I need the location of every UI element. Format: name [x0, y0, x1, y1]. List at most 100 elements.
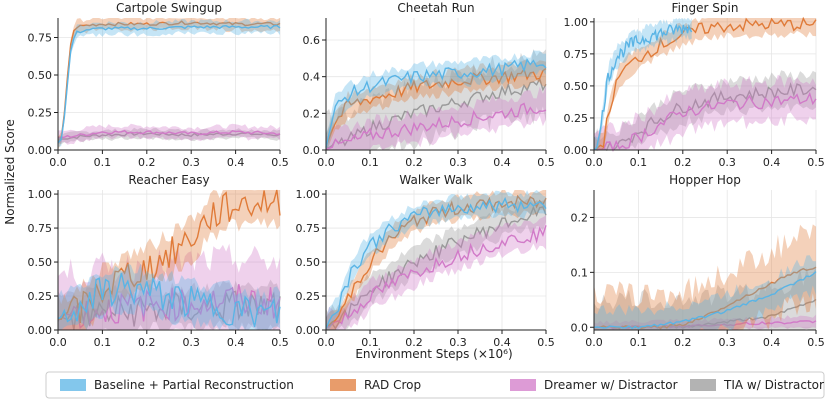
- line-dreamer-w-distractor: [593, 91, 817, 152]
- band-dreamer-w-distractor: [326, 86, 546, 150]
- line-dreamer-w-distractor: [57, 129, 281, 139]
- x-tick-label: 0.4: [763, 156, 781, 169]
- y-tick-label: 0.25: [564, 112, 589, 125]
- x-tick-label: 0.3: [718, 156, 736, 169]
- line-baseline-partial-reconstruction: [325, 196, 547, 329]
- legend-frame: [45, 371, 825, 399]
- y-tick-label: 0.00: [296, 324, 321, 337]
- band-tia-w-distractor: [594, 265, 816, 330]
- chart-cheetah-run: 0.0 0.2 0.4 0.6 0.0 0.1 0.2 0.3 0.4 0.5 Cheetah Ru…: [303, 1, 555, 169]
- legend-label: RAD Crop: [364, 378, 421, 392]
- line-baseline-partial-reconstruction: [593, 23, 693, 151]
- x-tick-label: 0.2: [405, 156, 423, 169]
- legend-swatch: [60, 379, 86, 391]
- band-rad-crop: [326, 190, 546, 330]
- y-tick-label: 0.0: [303, 144, 321, 157]
- x-tick-label: 0.5: [271, 336, 289, 349]
- y-tick-label: 0.75: [28, 222, 53, 235]
- x-tick-label: 0.5: [537, 336, 555, 349]
- line-dreamer-w-distractor: [325, 102, 547, 150]
- y-tick-label: 0.2: [571, 211, 589, 224]
- line-baseline-partial-reconstruction: [593, 271, 817, 330]
- y-tick-label: 0.25: [28, 290, 53, 303]
- x-tick-label: 0.0: [585, 156, 603, 169]
- y-tick-label: 0.50: [564, 80, 589, 93]
- x-tick-label: 0.3: [449, 336, 467, 349]
- legend-label: Dreamer w/ Distractor: [544, 378, 678, 392]
- band-tia-w-distractor: [326, 198, 546, 330]
- y-tick-label: 0.50: [28, 69, 53, 82]
- legend-label: Baseline + Partial Reconstruction: [94, 378, 294, 392]
- x-tick-label: 0.0: [585, 336, 603, 349]
- chart-cartpole-swingup: 0.00 0.25 0.50 0.75 0.0 0.1 0.2 0.3 0.4 0.5 Cartpo…: [28, 1, 289, 169]
- x-tick-label: 0.4: [763, 336, 781, 349]
- band-rad-crop: [594, 18, 816, 150]
- x-tick-label: 0.3: [182, 336, 200, 349]
- x-tick-label: 0.4: [493, 156, 511, 169]
- legend-item-rad-crop: RAD Crop: [330, 378, 421, 392]
- line-rad-crop: [57, 20, 281, 143]
- x-tick-label: 0.0: [49, 336, 67, 349]
- band-baseline-partial-reconstruction: [326, 50, 546, 150]
- x-tick-label: 0.3: [718, 336, 736, 349]
- y-tick-label: 0.00: [28, 324, 53, 337]
- line-rad-crop: [325, 67, 547, 147]
- chart-reacher-easy: 0.00 0.25 0.50 0.75 1.00 0.0 0.1 0.2 0.3 0.4 0.5 Re…: [28, 173, 289, 349]
- chart-title: Walker Walk: [399, 173, 472, 187]
- x-tick-label: 0.5: [807, 156, 825, 169]
- x-tick-label: 0.4: [227, 156, 245, 169]
- line-baseline-partial-reconstruction: [57, 272, 281, 328]
- legend-swatch: [510, 379, 536, 391]
- chart-title: Hopper Hop: [669, 173, 741, 187]
- y-tick-label: 0.75: [28, 32, 53, 45]
- line-tia-w-distractor: [325, 205, 547, 330]
- legend-item-tia-w-distractor: TIA w/ Distractor: [690, 378, 824, 392]
- line-dreamer-w-distractor: [593, 320, 817, 330]
- band-rad-crop: [58, 190, 280, 330]
- x-tick-label: 0.1: [361, 156, 379, 169]
- line-baseline-partial-reconstruction: [57, 24, 281, 144]
- chart-title: Finger Spin: [672, 1, 739, 15]
- band-baseline-partial-reconstruction: [594, 255, 816, 330]
- legend-swatch: [330, 379, 356, 391]
- line-dreamer-w-distractor: [325, 225, 547, 329]
- band-baseline-partial-reconstruction: [58, 18, 280, 148]
- band-dreamer-w-distractor: [58, 243, 280, 330]
- band-dreamer-w-distractor: [58, 123, 280, 145]
- line-baseline-partial-reconstruction: [325, 58, 547, 148]
- y-tick-label: 0.1: [571, 266, 589, 279]
- y-tick-label: 0.25: [28, 107, 53, 120]
- y-tick-label: 0.6: [303, 34, 321, 47]
- legend: Baseline + Partial Reconstruction RAD Cro…: [45, 371, 825, 399]
- x-tick-label: 0.5: [537, 156, 555, 169]
- line-tia-w-distractor: [57, 131, 281, 141]
- y-tick-label: 0.00: [564, 144, 589, 157]
- band-rad-crop: [58, 18, 280, 150]
- x-tick-label: 0.2: [674, 336, 692, 349]
- x-tick-label: 0.0: [317, 336, 335, 349]
- band-rad-crop: [326, 60, 546, 151]
- y-tick-label: 0.50: [28, 256, 53, 269]
- chart-hopper-hop: 0.0 0.1 0.2 0.0 0.1 0.2 0.3 0.4 0.5 Hopper Hop: [571, 173, 825, 349]
- x-tick-label: 0.2: [138, 156, 156, 169]
- x-tick-label: 0.0: [317, 156, 335, 169]
- x-tick-label: 0.2: [138, 336, 156, 349]
- band-tia-w-distractor: [594, 70, 816, 150]
- x-tick-label: 0.1: [630, 156, 648, 169]
- y-tick-label: 1.00: [28, 188, 53, 201]
- line-rad-crop: [593, 16, 817, 150]
- band-rad-crop: [594, 224, 816, 330]
- chart-title: Reacher Easy: [128, 173, 209, 187]
- line-tia-w-distractor: [325, 77, 547, 149]
- band-dreamer-w-distractor: [594, 74, 816, 150]
- y-axis-label: Normalized Score: [3, 119, 17, 224]
- legend-item-dreamer-w-distractor: Dreamer w/ Distractor: [510, 378, 678, 392]
- y-tick-label: 0.75: [296, 222, 321, 235]
- y-tick-label: 0.00: [28, 144, 53, 157]
- line-rad-crop: [325, 194, 547, 327]
- legend-item-baseline-partial-reconstruction: Baseline + Partial Reconstruction: [60, 378, 294, 392]
- legend-swatch: [690, 379, 716, 391]
- chart-title: Cartpole Swingup: [116, 1, 222, 15]
- x-tick-label: 0.4: [227, 336, 245, 349]
